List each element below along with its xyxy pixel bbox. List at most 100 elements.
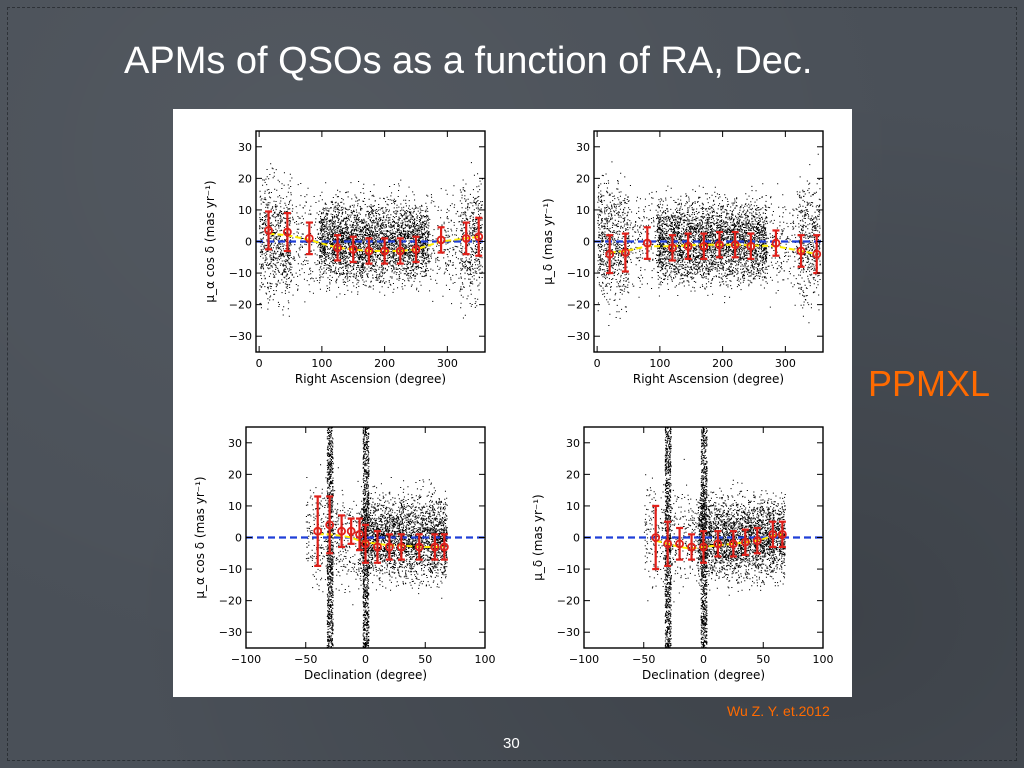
x-tick-label: 100 [475,653,496,666]
y-axis-label: μ_δ (mas yr⁻¹) [531,494,545,580]
error-bar [314,495,322,568]
error-bar [714,530,722,558]
error-bar [797,234,805,268]
x-tick-label: 50 [418,653,432,666]
data-point [713,539,723,549]
data-point [474,232,484,242]
error-bar [305,221,313,256]
data-point [364,246,374,256]
data-point [687,542,696,552]
y-tick-label: 0 [583,236,590,249]
error-bar [729,530,737,558]
y-tick-label: 30 [228,437,242,450]
x-tick-label: 300 [775,357,796,370]
data-point [675,539,685,549]
data-point [651,533,661,542]
y-tick-label: 0 [245,236,252,249]
y-tick-label: −10 [219,563,242,576]
data-point [777,529,787,539]
y-tick-label: 20 [238,172,252,185]
y-axis-label: μ_α cos δ (mas yr⁻¹) [203,180,217,302]
data-point [642,238,652,248]
x-tick-label: −50 [294,653,317,666]
y-tick-label: 10 [576,204,590,217]
error-bar [385,533,393,561]
error-bar [431,533,439,561]
y-tick-label: 20 [576,172,590,185]
data-point [728,539,738,549]
y-axis-label: μ_α cos δ (mas yr⁻¹) [193,476,207,598]
error-bar [643,226,651,260]
error-bar [381,237,389,265]
error-bar [338,514,346,549]
x-tick-label: 100 [649,357,670,370]
x-tick-label: 100 [311,357,332,370]
error-bar [676,526,684,561]
x-tick-label: −100 [231,653,261,666]
error-bar [356,517,364,552]
error-bar [265,210,273,251]
data-point [683,241,693,251]
data-point [348,244,358,254]
error-bar [731,230,739,259]
y-tick-label: 10 [566,500,580,513]
data-point [796,246,806,256]
error-bar [334,234,342,262]
error-bar [475,216,483,257]
citation: Wu Z. Y. et.2012 [727,703,830,719]
data-point [396,542,406,552]
data-point [361,539,370,549]
data-point [430,542,440,552]
data-point [304,233,314,243]
data-point [264,226,273,235]
x-axis-label: Declination (degree) [304,668,427,682]
error-bar [700,530,707,564]
x-tick-label: −50 [632,653,655,666]
scatter-cloud [259,162,483,319]
error-bar [362,523,369,564]
data-point [355,529,364,539]
data-point [663,539,673,549]
error-bar [397,533,405,561]
y-tick-label: −30 [557,626,580,639]
y-tick-label: 20 [566,468,580,481]
error-bar [684,232,692,260]
data-point [337,526,347,536]
data-point [282,227,292,237]
slide-title: APMs of QSOs as a function of RA, Dec. [124,40,813,82]
error-bar [349,235,357,264]
error-bar [741,528,749,556]
y-tick-label: −20 [229,299,252,312]
data-point [411,244,421,254]
y-tick-label: 0 [573,532,580,545]
data-point [395,246,405,256]
y-axis-label: μ_δ (mas yr⁻¹) [541,198,555,284]
error-bar [283,211,291,253]
x-tick-label: 0 [700,653,707,666]
y-tick-label: 20 [228,468,242,481]
error-bar [668,234,676,262]
x-tick-label: 0 [256,357,263,370]
y-tick-label: −30 [567,330,590,343]
x-tick-label: 0 [594,357,601,370]
data-point [812,249,822,259]
data-point [771,238,781,248]
data-point [752,536,762,546]
error-bar [365,237,373,265]
data-point [439,542,449,552]
y-tick-label: 10 [238,204,252,217]
x-axis-label: Right Ascension (degree) [633,372,784,386]
error-bar [606,234,614,275]
data-point [384,542,394,552]
x-tick-label: 300 [437,357,458,370]
x-axis-label: Declination (degree) [642,668,765,682]
error-bar [747,232,755,260]
error-bar [769,520,777,549]
y-tick-label: −10 [567,267,590,280]
error-bar [664,520,672,568]
error-bar [700,232,708,260]
data-point [333,243,342,253]
